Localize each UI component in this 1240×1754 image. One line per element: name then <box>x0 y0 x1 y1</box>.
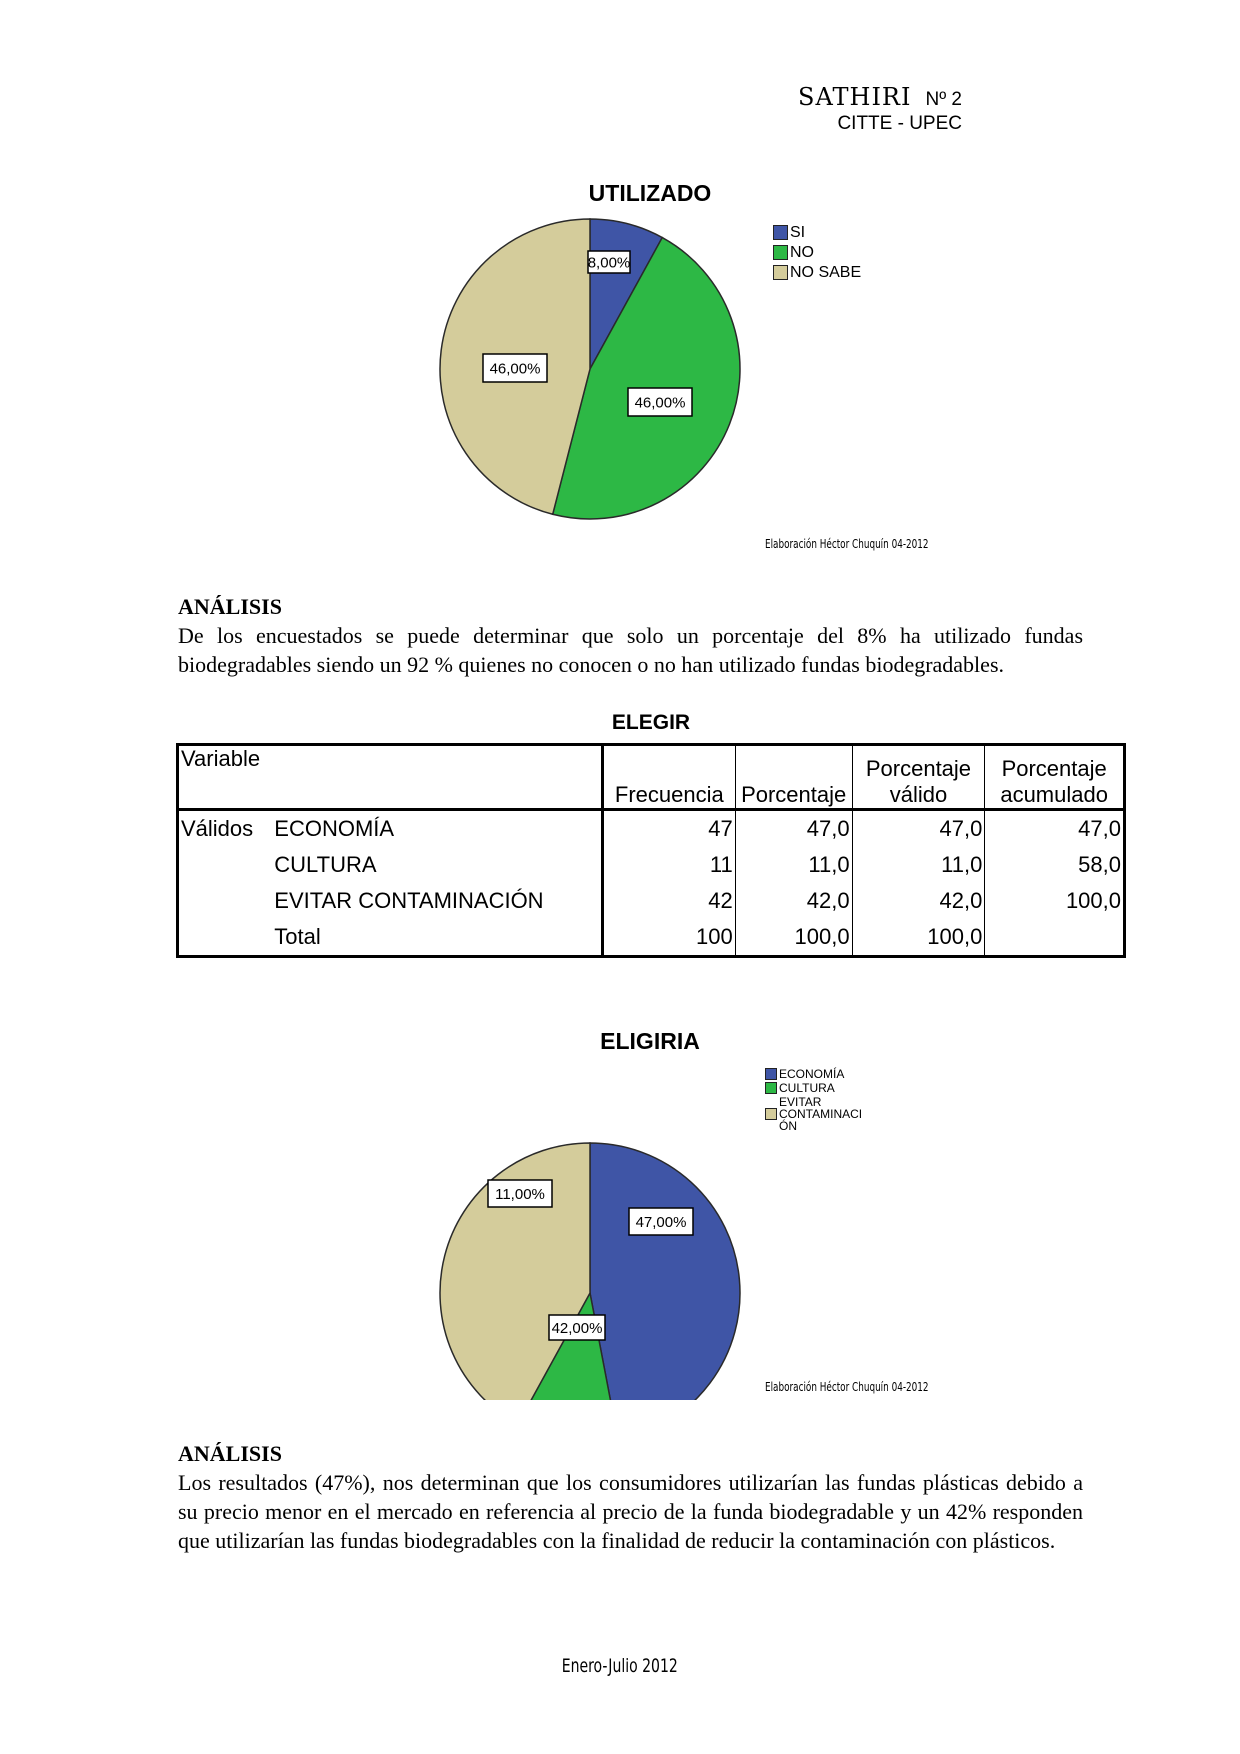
chart2-pie: 47,00% 11,00% 42,00% <box>439 1142 741 1400</box>
col-header-percent: Porcentaje <box>735 744 853 811</box>
table-title: ELEGIR <box>611 711 691 734</box>
chart2-credit: Elaboración Héctor Chuquín 04-2012 <box>765 1380 929 1394</box>
pie-slice-econom-a <box>589 1142 741 1400</box>
svg-text:11,00%: 11,00% <box>495 1186 545 1203</box>
legend-label: EVITAR CONTAMINACI ÓN <box>779 1095 863 1133</box>
legend-label: SI <box>790 224 806 241</box>
row-percent: 100,0 <box>735 919 853 957</box>
analysis2-text: Los resultados (47%), nos determinan que… <box>178 1470 1083 1553</box>
row-cumulative-percent: 58,0 <box>1078 852 1121 877</box>
svg-text:8,00%: 8,00% <box>588 254 631 271</box>
chart1-title: UTILIZADO <box>588 180 712 206</box>
pie-data-label: 42,00% <box>548 1314 606 1341</box>
chart1-legend: SI NO NO SABE <box>773 225 861 285</box>
row-category: Total <box>272 919 604 957</box>
row-frequency: 42 <box>602 883 736 919</box>
col-header-cumulative-percent: Porcentaje acumulado <box>984 744 1125 811</box>
col-header-valid-percent: Porcentaje válido <box>852 744 986 811</box>
analysis2-heading: ANÁLISIS <box>178 1441 282 1466</box>
row-frequency: 47 <box>602 809 736 847</box>
row-cumulative-percent <box>985 919 1125 957</box>
legend-swatch <box>773 225 788 240</box>
svg-text:47,00%: 47,00% <box>636 1214 687 1231</box>
chart2-title: ELIGIRIA <box>600 1028 700 1054</box>
table-row: Válidos ECONOMÍA 47 47,0 47,0 47,0 <box>178 809 1125 847</box>
page-footer: Enero-Julio 2012 <box>0 1655 1240 1677</box>
analysis1-text: De los encuestados se puede determinar q… <box>178 623 1083 677</box>
legend-item: CULTURA <box>765 1082 862 1094</box>
col-header-frequency: Frecuencia <box>602 744 736 811</box>
institution-name: CITTE - UPEC <box>837 113 962 134</box>
row-category: ECONOMÍA <box>272 809 604 847</box>
table-row: Total 100 100,0 100,0 <box>178 919 1125 957</box>
row-percent: 11,0 <box>735 847 853 883</box>
row-valid-percent: 47,0 <box>852 809 986 847</box>
row-cumulative-percent: 47,0 <box>1078 816 1121 841</box>
row-valid-percent: 11,0 <box>852 847 986 883</box>
legend-label: ECONOMÍA <box>779 1067 845 1081</box>
table-header-row: Variable Frecuencia Porcentaje Porcentaj… <box>177 744 1125 811</box>
row-frequency: 100 <box>602 919 736 957</box>
pie-data-label: 46,00% <box>482 353 548 383</box>
pie-data-label: 11,00% <box>487 1179 553 1208</box>
legend-swatch <box>765 1068 777 1080</box>
legend-item: EVITAR CONTAMINACI ÓN <box>765 1096 862 1132</box>
frequency-table: Variable Frecuencia Porcentaje Porcentaj… <box>176 743 1126 958</box>
legend-item: ECONOMÍA <box>765 1068 862 1080</box>
pie-data-label: 8,00% <box>587 250 631 274</box>
legend-item: SI <box>773 225 861 241</box>
legend-label: NO SABE <box>790 264 862 281</box>
legend-label: CULTURA <box>779 1081 835 1095</box>
pie-slice-no <box>551 236 741 520</box>
col-header-variable: Variable <box>177 744 604 811</box>
table-row: CULTURA 11 11,0 11,0 58,0 <box>178 847 1125 883</box>
row-cumulative-percent: 100,0 <box>1065 888 1121 913</box>
svg-text:42,00%: 42,00% <box>552 1320 603 1337</box>
row-percent: 47,0 <box>735 809 853 847</box>
chart1-credit: Elaboración Héctor Chuquín 04-2012 <box>765 537 929 551</box>
svg-text:46,00%: 46,00% <box>635 394 686 411</box>
row-category: CULTURA <box>272 847 604 883</box>
legend-swatch <box>765 1082 777 1094</box>
legend-swatch <box>773 265 788 280</box>
legend-swatch <box>773 245 788 260</box>
table-row: EVITAR CONTAMINACIÓN 42 42,0 42,0 100,0 <box>178 883 1125 919</box>
analysis1-heading: ANÁLISIS <box>178 594 282 619</box>
svg-text:46,00%: 46,00% <box>490 360 541 377</box>
pie-data-label: 47,00% <box>628 1207 694 1236</box>
group-label: Válidos <box>181 816 254 841</box>
legend-item: NO <box>773 245 861 261</box>
journal-name: SATHIRI <box>798 83 912 111</box>
legend-item: NO SABE <box>773 265 861 281</box>
journal-header: SATHIRI Nº 2 <box>798 83 962 111</box>
footer-date: Enero-Julio 2012 <box>561 1655 679 1677</box>
pie-data-label: 46,00% <box>627 387 693 417</box>
legend-label: NO <box>790 244 814 261</box>
row-valid-percent: 42,0 <box>852 883 986 919</box>
row-valid-percent: 100,0 <box>852 919 986 957</box>
chart1-pie: 8,00% 46,00% 46,00% <box>439 218 741 520</box>
row-category: EVITAR CONTAMINACIÓN <box>272 883 604 919</box>
legend-swatch <box>765 1108 777 1120</box>
issue-number: Nº 2 <box>925 89 962 110</box>
chart2-legend: ECONOMÍA CULTURA EVITAR CONTAMINACI ÓN <box>765 1068 862 1134</box>
row-percent: 42,0 <box>735 883 853 919</box>
row-frequency: 11 <box>602 847 736 883</box>
